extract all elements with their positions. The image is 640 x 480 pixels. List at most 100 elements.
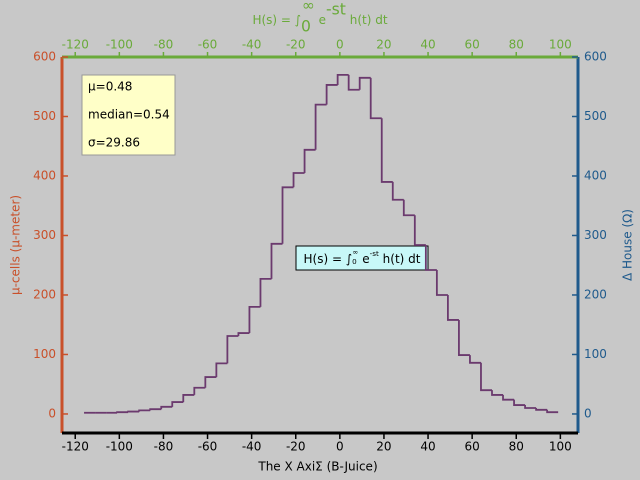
histogram-bin — [325, 84, 338, 105]
x-tick-label: 20 — [376, 440, 391, 454]
histogram-bin — [435, 269, 448, 296]
histogram-bin — [303, 148, 316, 174]
histogram-bin — [204, 376, 217, 388]
histogram-bin — [116, 411, 129, 414]
y2-tick-label: 300 — [584, 228, 607, 242]
x-tick-label: -40 — [242, 440, 262, 454]
annotation-part: ∞ — [352, 247, 358, 256]
chart-title-part: 0 — [301, 17, 311, 35]
y2-tick-label: 400 — [584, 168, 607, 182]
x-top-tick-label: 0 — [336, 38, 344, 52]
y2-tick-label: 500 — [584, 109, 607, 123]
annotation-part: -st — [370, 249, 379, 258]
x-tick-label: 0 — [336, 440, 344, 454]
y2-tick-label: 600 — [584, 50, 607, 64]
annotation-part: e — [358, 252, 369, 266]
histogram-bin — [314, 103, 327, 150]
histogram-bin — [458, 319, 470, 356]
annotation: H(s) = ∫0∞ e-st h(t) dt — [304, 247, 421, 266]
histogram-bin — [270, 242, 283, 279]
y-tick-label: 400 — [33, 168, 56, 182]
y2-tick-label: 100 — [584, 347, 607, 361]
x-top-tick-label: -20 — [286, 38, 306, 52]
histogram-bin — [215, 362, 228, 378]
histogram-bin — [546, 409, 559, 414]
histogram-bin — [424, 245, 437, 271]
x-top-tick-label: -80 — [154, 38, 174, 52]
histogram-bin — [369, 77, 382, 120]
histogram-bin — [491, 390, 504, 396]
y2-axis-label: Δ House (Ω) — [621, 209, 635, 281]
histogram-bin — [248, 305, 261, 334]
histogram-bin — [171, 401, 184, 407]
x-axis-label: The X AxiΣ (B-Juice) — [257, 460, 377, 474]
stats-text: σ=29.86 — [88, 136, 140, 150]
histogram-bin — [380, 118, 393, 183]
x-top-tick-label: -100 — [106, 38, 133, 52]
annotation-part: 0 — [352, 257, 357, 266]
annotation-part: H(s) = ∫ — [304, 252, 353, 266]
x-top-tick-label: -60 — [198, 38, 218, 52]
x-top-tick-label: 100 — [549, 38, 572, 52]
x-tick-label: -60 — [198, 440, 218, 454]
chart-title-part: -st — [326, 0, 346, 18]
stats-text: μ=0.48 — [88, 80, 132, 94]
histogram-bin — [281, 186, 294, 244]
histogram-bin — [469, 355, 481, 364]
x-tick-label: 60 — [465, 440, 480, 454]
histogram-bin — [336, 73, 349, 85]
x-top-tick-label: -40 — [242, 38, 262, 52]
x-tick-label: -100 — [106, 440, 133, 454]
chart-title-part: H(s) = ∫ — [252, 13, 301, 27]
x-tick-label: -20 — [286, 440, 306, 454]
x-tick-label: 40 — [420, 440, 435, 454]
histogram-bin — [502, 394, 515, 401]
x-top-tick-label: 40 — [420, 38, 435, 52]
histogram-bin — [292, 172, 305, 188]
histogram-bin — [480, 362, 492, 392]
histogram-bin — [259, 278, 272, 307]
chart-title-part: e — [315, 13, 326, 27]
histogram-bin — [391, 181, 404, 201]
histogram-bin — [413, 215, 426, 246]
histogram-bin — [160, 405, 173, 410]
histogram-bin — [347, 74, 360, 91]
histogram-bin — [358, 76, 371, 90]
y2-tick-label: 200 — [584, 287, 607, 301]
annotation-part: h(t) dt — [379, 252, 421, 266]
x-top-tick-label: 60 — [465, 38, 480, 52]
histogram-bin — [138, 409, 151, 412]
chart-title-part: h(t) dt — [346, 13, 388, 27]
y-tick-label: 600 — [33, 50, 56, 64]
x-top-tick-label: 80 — [509, 38, 524, 52]
y-axis-label: μ-cells (μ-meter) — [9, 195, 23, 295]
histogram-bin — [237, 332, 250, 337]
histogram-bin — [149, 408, 162, 411]
y-tick-label: 300 — [33, 228, 56, 242]
histogram-bin — [226, 335, 239, 364]
x-top-tick-label: -120 — [62, 38, 89, 52]
histogram-bin — [524, 405, 537, 409]
x-tick-label: 80 — [509, 440, 524, 454]
y-tick-label: 500 — [33, 109, 56, 123]
histogram-bin — [513, 399, 526, 406]
y-tick-label: 100 — [33, 347, 56, 361]
stats-text: median=0.54 — [88, 108, 170, 122]
y-tick-label: 0 — [48, 406, 56, 420]
x-tick-label: 100 — [549, 440, 572, 454]
y-tick-label: 200 — [33, 287, 56, 301]
histogram-bin — [446, 294, 459, 321]
x-tick-label: -120 — [62, 440, 89, 454]
chart-title-part: ∞ — [302, 0, 315, 14]
histogram-bin — [182, 394, 195, 403]
x-top-tick-label: 20 — [376, 38, 391, 52]
stats-box — [81, 74, 176, 156]
histogram-bin — [535, 408, 548, 411]
histogram-bin — [127, 410, 140, 413]
y2-tick-label: 0 — [584, 406, 592, 420]
annotation-box — [295, 245, 429, 271]
x-tick-label: -80 — [154, 440, 174, 454]
chart-title: H(s) = ∫0 ∞ e-st h(t) dt — [252, 0, 387, 35]
histogram-bin — [193, 386, 206, 395]
